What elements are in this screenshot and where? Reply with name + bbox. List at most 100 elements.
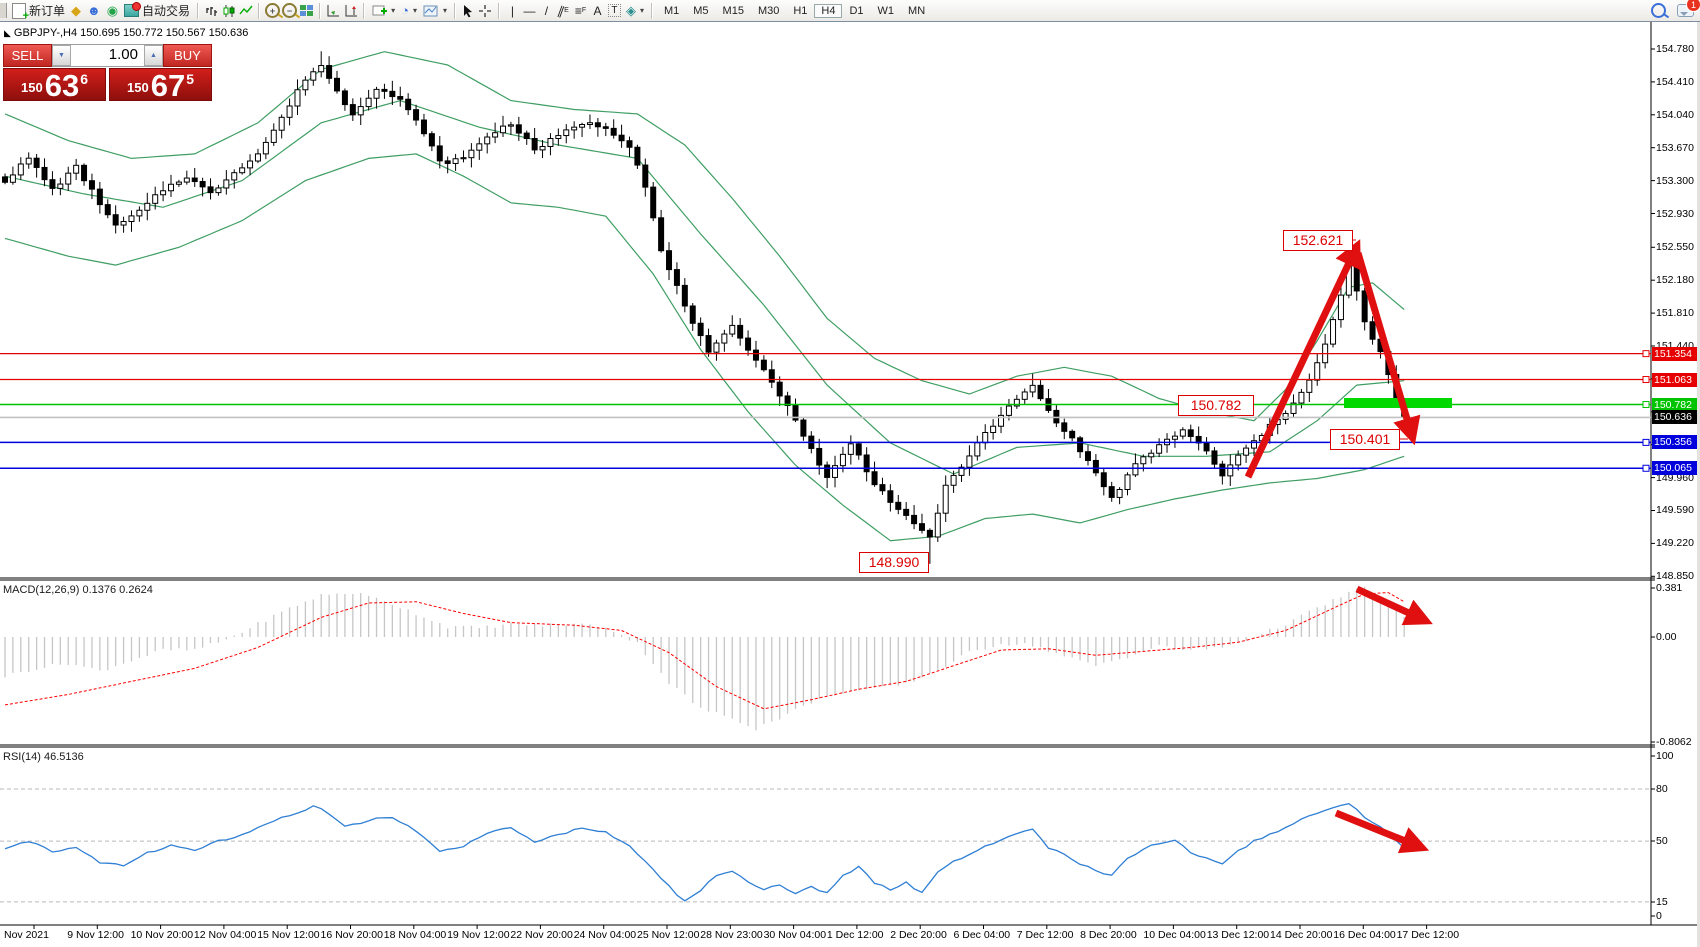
crosshair-button[interactable]	[477, 2, 494, 19]
symbol-timeframe: GBPJPY-,H4	[13, 27, 78, 39]
candlestick-chart-button[interactable]	[220, 2, 237, 19]
clock-icon: ◔	[401, 3, 409, 18]
price-level-label: 151.063	[1652, 372, 1700, 387]
timeframe-w1[interactable]: W1	[877, 4, 895, 17]
time-axis-label: 16 Dec 04:00	[1333, 929, 1396, 941]
timeframe-m1[interactable]: M1	[663, 4, 680, 17]
window-edge	[1697, 22, 1700, 947]
add-indicator-button[interactable]: ▾	[369, 1, 398, 20]
signal-icon: ◉	[106, 3, 119, 18]
zoom-out-icon: −	[282, 3, 298, 18]
candlestick-chart-icon	[223, 4, 235, 17]
zoom-in-button[interactable]: +	[264, 2, 281, 19]
time-axis-label: 16 Nov 20:00	[320, 929, 383, 941]
price-tick: 148.850	[1656, 570, 1694, 583]
time-axis-label: 24 Nov 04:00	[573, 929, 637, 941]
price-tick: 154.040	[1656, 108, 1694, 121]
price-tick: 152.930	[1656, 207, 1694, 220]
shapes-tool[interactable]: ◈ ▾	[623, 1, 647, 20]
templates-icon	[423, 5, 438, 16]
hline-icon: —	[523, 3, 536, 18]
timeframe-d1[interactable]: D1	[849, 4, 864, 17]
text-label-icon: T	[608, 4, 621, 17]
line-chart-icon	[239, 5, 253, 14]
sell-price-button[interactable]: 150 63 6	[3, 68, 106, 101]
depth-of-market-button[interactable]: ◆	[68, 1, 84, 20]
horizontal-line-tool[interactable]: —	[521, 2, 538, 19]
text-tool[interactable]: A	[589, 2, 606, 19]
timeframe-m15[interactable]: M15	[722, 4, 744, 17]
dropdown-arrow-icon: ▾	[391, 6, 396, 15]
channel-tool[interactable]: ∥ E	[555, 2, 569, 19]
toolbar: + 新订单 ◆ ☻ ◉ 自动交易 + − ▾ ◔ ▾	[0, 0, 1700, 22]
time-axis-label: 13 Dec 12:00	[1206, 929, 1270, 941]
price-tick: 153.670	[1656, 141, 1694, 154]
timeframe-mn[interactable]: MN	[908, 4, 926, 17]
time-axis-label: Nov 2021	[4, 929, 49, 941]
price-annotation[interactable]: 152.621	[1283, 230, 1353, 251]
volume-increase-button[interactable]: ▲	[144, 45, 163, 66]
price-level-label: 150.065	[1652, 461, 1700, 476]
sell-button[interactable]: SELL	[3, 44, 52, 67]
separator	[497, 2, 500, 19]
dropdown-arrow-icon: ▾	[412, 6, 417, 15]
new-order-button[interactable]: + 新订单	[9, 1, 68, 21]
price-annotation[interactable]: 150.782	[1178, 395, 1254, 416]
bar-chart-button[interactable]	[203, 2, 220, 19]
timeframe-h4[interactable]: H4	[814, 3, 843, 18]
signals-button[interactable]: ◉	[104, 1, 121, 20]
notification-badge: 1	[1686, 0, 1700, 12]
window-marker-icon: ◣	[4, 28, 11, 38]
bar-chart-icon	[205, 6, 217, 16]
price-annotation[interactable]: 148.990	[859, 552, 929, 573]
sell-price-big: 63	[44, 67, 80, 103]
timeframe-m5[interactable]: M5	[693, 4, 709, 17]
macd-axis-label: 0.00	[1656, 631, 1677, 643]
chart-shift-button[interactable]	[342, 2, 359, 19]
time-axis-label: 12 Nov 04:00	[193, 929, 257, 941]
chart-shift-icon	[345, 4, 358, 16]
rsi-label: RSI(14) 46.5136	[3, 751, 84, 763]
vertical-line-tool[interactable]: |	[504, 2, 521, 19]
chart-title: ◣ GBPJPY-,H4 150.695 150.772 150.567 150.…	[4, 27, 248, 39]
auto-trading-button[interactable]: 自动交易	[121, 1, 193, 20]
search-button[interactable]	[1650, 2, 1667, 19]
separator	[453, 2, 456, 19]
buy-price-prefix: 150	[127, 80, 149, 95]
auto-scroll-button[interactable]	[325, 2, 342, 19]
periods-button[interactable]: ◔ ▾	[398, 1, 420, 20]
new-order-label: 新订单	[29, 4, 66, 18]
text-label-tool[interactable]: T	[606, 2, 623, 19]
zoom-out-button[interactable]: −	[281, 2, 298, 19]
buy-button[interactable]: BUY	[163, 44, 212, 67]
price-tick: 153.300	[1656, 174, 1694, 187]
templates-button[interactable]: ▾	[420, 1, 450, 20]
dropdown-arrow-icon: ▾	[639, 6, 644, 15]
fibonacci-tool[interactable]: ≡ F	[574, 3, 587, 18]
fibonacci-icon: ≡	[574, 3, 582, 18]
notifications-button[interactable]: 1	[1677, 0, 1700, 19]
cursor-button[interactable]	[460, 2, 477, 19]
time-axis-label: 10 Nov 20:00	[130, 929, 194, 941]
market-profile-button[interactable]: ☻	[84, 1, 104, 20]
tile-windows-button[interactable]	[298, 2, 315, 19]
buy-price-button[interactable]: 150 67 5	[109, 68, 212, 101]
line-chart-button[interactable]	[237, 2, 254, 19]
volume-input[interactable]: 1.00	[108, 46, 138, 63]
time-axis-label: 30 Nov 04:00	[763, 929, 827, 941]
timeframe-m30[interactable]: M30	[757, 4, 780, 17]
separator	[363, 2, 366, 19]
crosshair-icon	[479, 4, 492, 17]
volume-decrease-button[interactable]: ▼	[52, 45, 71, 66]
timeframe-h1[interactable]: H1	[793, 4, 808, 17]
time-axis-label: 6 Dec 04:00	[953, 929, 1011, 941]
time-axis-label: 25 Nov 12:00	[637, 929, 700, 941]
price-tick: 152.550	[1656, 241, 1694, 254]
dropdown-arrow-icon: ▾	[442, 6, 447, 15]
trendline-tool[interactable]: /	[538, 2, 555, 19]
one-click-trading-panel: SELL ▼ 1.00 ▲ BUY 150 63 6 150 67 5	[3, 44, 212, 101]
price-annotation[interactable]: 150.401	[1330, 429, 1400, 450]
cursor-icon	[464, 4, 473, 17]
